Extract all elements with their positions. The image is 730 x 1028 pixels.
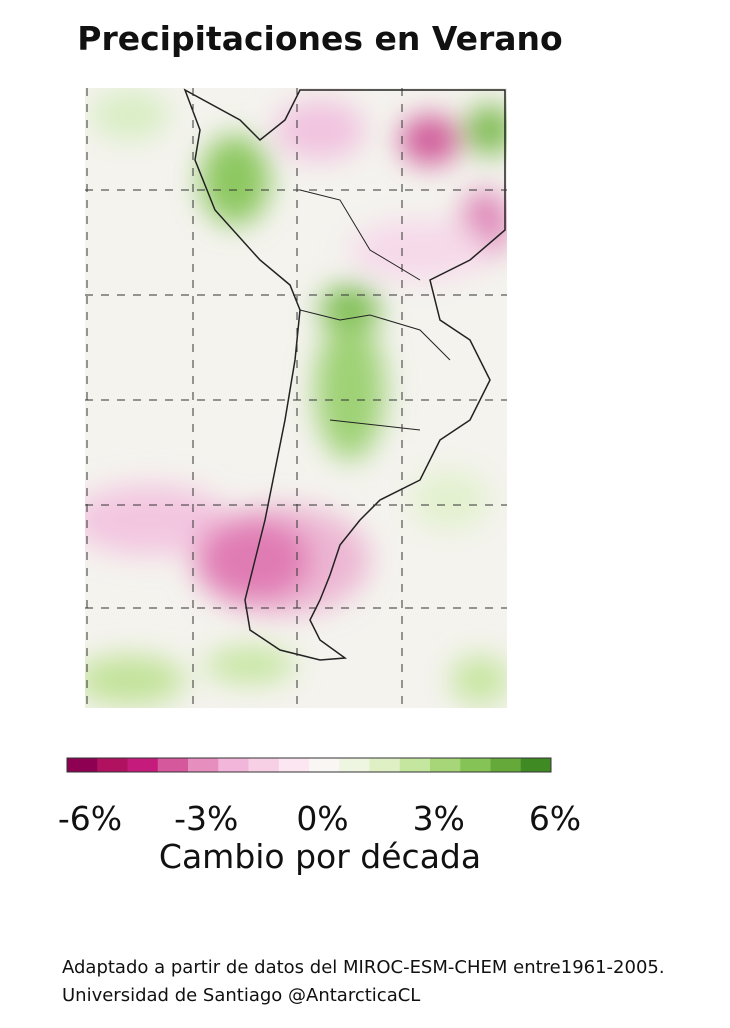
colorbar-cell — [520, 758, 552, 772]
footnote: Universidad de Santiago @AntarcticaCL — [62, 985, 420, 1006]
title: Precipitaciones en Verano — [77, 19, 562, 58]
colorbar-tick-label: -3% — [174, 799, 238, 838]
colorbar-cell — [157, 758, 189, 772]
colorbar-tick-label: -6% — [58, 799, 122, 838]
colorbar-cell — [339, 758, 370, 772]
colorbar-cell — [490, 758, 522, 772]
colorbar-cell — [399, 758, 431, 772]
colorbar-frame — [66, 757, 552, 773]
colorbar-tick-label: 3% — [413, 799, 465, 838]
colorbar-label: Cambio por década — [159, 837, 481, 876]
colorbar-cell — [248, 758, 280, 772]
colorbar-cell — [369, 758, 401, 772]
colorbar-cell — [218, 758, 249, 772]
colorbar-cell — [430, 758, 461, 772]
footnote: Adaptado a partir de datos del MIROC-ESM… — [62, 957, 665, 978]
colorbar-cell — [67, 758, 98, 772]
colorbar-tick-label: 0% — [296, 799, 348, 838]
colorbar-tick-label: 6% — [529, 799, 581, 838]
colorbar-cell — [188, 758, 219, 772]
colorbar-cell — [278, 758, 310, 772]
colorbar — [67, 758, 552, 772]
colorbar-cell — [460, 758, 491, 772]
map — [85, 88, 507, 708]
colorbar-cell — [309, 758, 340, 772]
colorbar-cell — [97, 758, 128, 772]
colorbar-cell — [127, 758, 159, 772]
